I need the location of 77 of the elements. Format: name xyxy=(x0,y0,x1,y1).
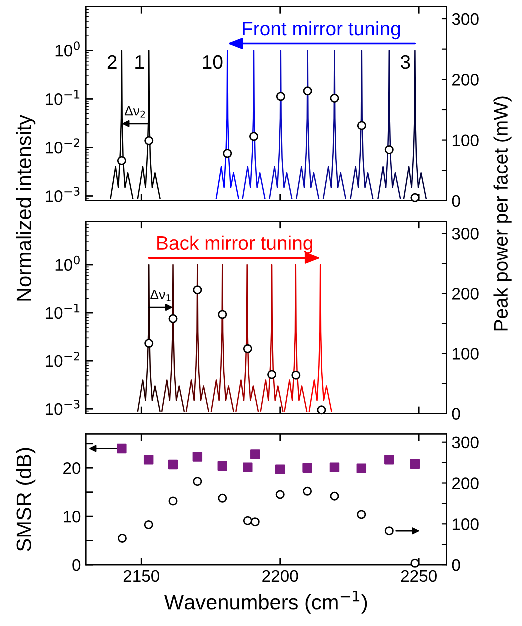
line-series xyxy=(242,50,266,200)
y2-tick-label: 300 xyxy=(452,436,479,449)
line-series xyxy=(296,50,320,200)
point xyxy=(118,534,127,543)
y-axis-title: SMSR (dB) xyxy=(16,448,36,552)
y2-tick-label: 300 xyxy=(452,228,479,240)
y2-tick-label: 100 xyxy=(452,134,479,147)
y2-tick-label: 200 xyxy=(452,74,479,86)
line-series xyxy=(260,264,284,412)
line-series xyxy=(350,50,374,200)
point xyxy=(250,450,260,460)
y-tick-label: 10$^{−1}$ xyxy=(46,304,80,320)
annotation: Δν$_{2}$ xyxy=(124,106,146,118)
annotation: 2 xyxy=(108,55,117,69)
y2-axis-title: Peak power per facet (mW) xyxy=(494,96,512,331)
y-tick-label: 10$^{−2}$ xyxy=(46,352,80,368)
y-tick-label: 10$^{0}$ xyxy=(56,256,80,272)
point xyxy=(168,496,178,506)
annotation: Front mirror tuning xyxy=(243,21,400,40)
point xyxy=(384,526,394,536)
annotation: Δν$_{1}$ xyxy=(150,290,171,302)
x-axis-title: Wavenumbers (cm$^{−1}$) xyxy=(164,590,368,614)
line-series xyxy=(269,50,293,200)
y-axis-title: Normalized intensity xyxy=(16,114,36,301)
line-series xyxy=(210,264,234,412)
point xyxy=(330,462,340,472)
point xyxy=(276,490,285,500)
point xyxy=(410,558,420,568)
point xyxy=(117,444,127,454)
y-tick-label: 10$^{−1}$ xyxy=(46,90,80,106)
y-tick-label: 10$^{−3}$ xyxy=(46,187,80,202)
point xyxy=(330,492,340,501)
y-tick-label: 10$^{−3}$ xyxy=(46,400,80,416)
annotation: 3 xyxy=(400,55,410,70)
y2-tick-label: 100 xyxy=(452,518,479,530)
y2-tick-label: 300 xyxy=(452,13,479,26)
line-series xyxy=(403,50,427,200)
point xyxy=(410,459,420,470)
point xyxy=(243,462,253,472)
line-series xyxy=(284,264,308,412)
x-tick-label: 2250 xyxy=(401,570,437,582)
annotation: 10 xyxy=(203,55,223,70)
line-series xyxy=(308,264,332,412)
point xyxy=(168,460,178,470)
x-tick-label: 2200 xyxy=(262,570,298,582)
line-series xyxy=(236,264,260,412)
y2-tick-label: 200 xyxy=(452,288,479,300)
point xyxy=(193,477,202,486)
line-series xyxy=(378,50,402,200)
y2-tick-label: 0 xyxy=(452,408,460,420)
y-tick-label: 20 xyxy=(64,462,81,474)
y-tick-label: 10 xyxy=(64,510,81,523)
point xyxy=(384,455,394,465)
y2-tick-label: 200 xyxy=(452,478,479,490)
point xyxy=(192,452,203,462)
point xyxy=(357,510,366,520)
x-tick-label: 2150 xyxy=(124,570,160,582)
point xyxy=(275,464,286,474)
point xyxy=(218,461,228,472)
point xyxy=(243,516,252,526)
y2-tick-label: 0 xyxy=(452,559,460,572)
point xyxy=(250,518,260,527)
point xyxy=(144,455,154,465)
line-series xyxy=(186,264,210,412)
point xyxy=(356,464,367,474)
y-tick-label: 10$^{−2}$ xyxy=(46,138,80,154)
point xyxy=(303,486,312,496)
line-series xyxy=(323,50,346,200)
y-tick-label: 10$^{0}$ xyxy=(56,42,80,57)
y2-tick-label: 100 xyxy=(452,348,479,360)
point xyxy=(144,520,154,530)
point xyxy=(302,463,312,473)
y-tick-label: 0 xyxy=(72,559,81,572)
annotation: Back mirror tuning xyxy=(158,236,312,254)
annotation: 1 xyxy=(136,56,144,69)
point xyxy=(218,494,228,503)
y2-tick-label: 0 xyxy=(452,195,460,208)
